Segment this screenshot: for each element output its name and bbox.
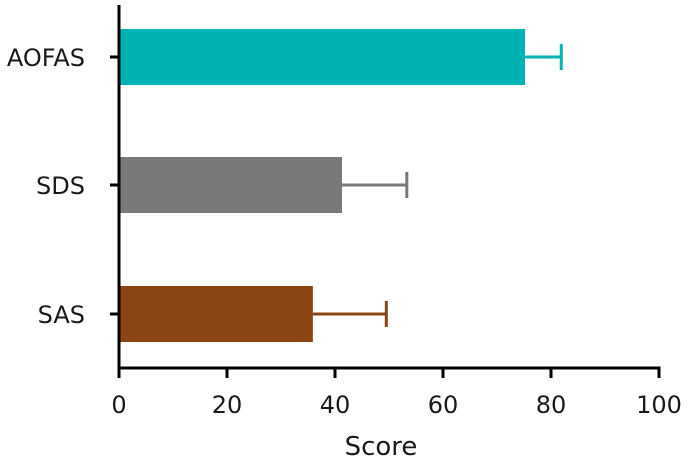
bars-group [119,29,563,342]
y-tick-label-sas: SAS [38,301,85,329]
x-tick-label-60: 60 [428,391,459,419]
x-tick-label-100: 100 [636,391,682,419]
x-tick-label-20: 20 [212,391,243,419]
x-tick-label-40: 40 [320,391,351,419]
bar-aofas [119,29,526,85]
bar-sas [119,286,313,342]
x-tick-label-0: 0 [111,391,126,419]
x-tick-label-80: 80 [536,391,567,419]
labels-group: AOFAS SDS SAS 0 20 40 60 80 100 [7,44,682,419]
axes-group [110,5,661,378]
bar-sds [119,157,343,213]
y-tick-label-sds: SDS [36,172,85,200]
x-axis-title: Score [345,432,418,461]
y-tick-label-aofas: AOFAS [7,44,85,72]
